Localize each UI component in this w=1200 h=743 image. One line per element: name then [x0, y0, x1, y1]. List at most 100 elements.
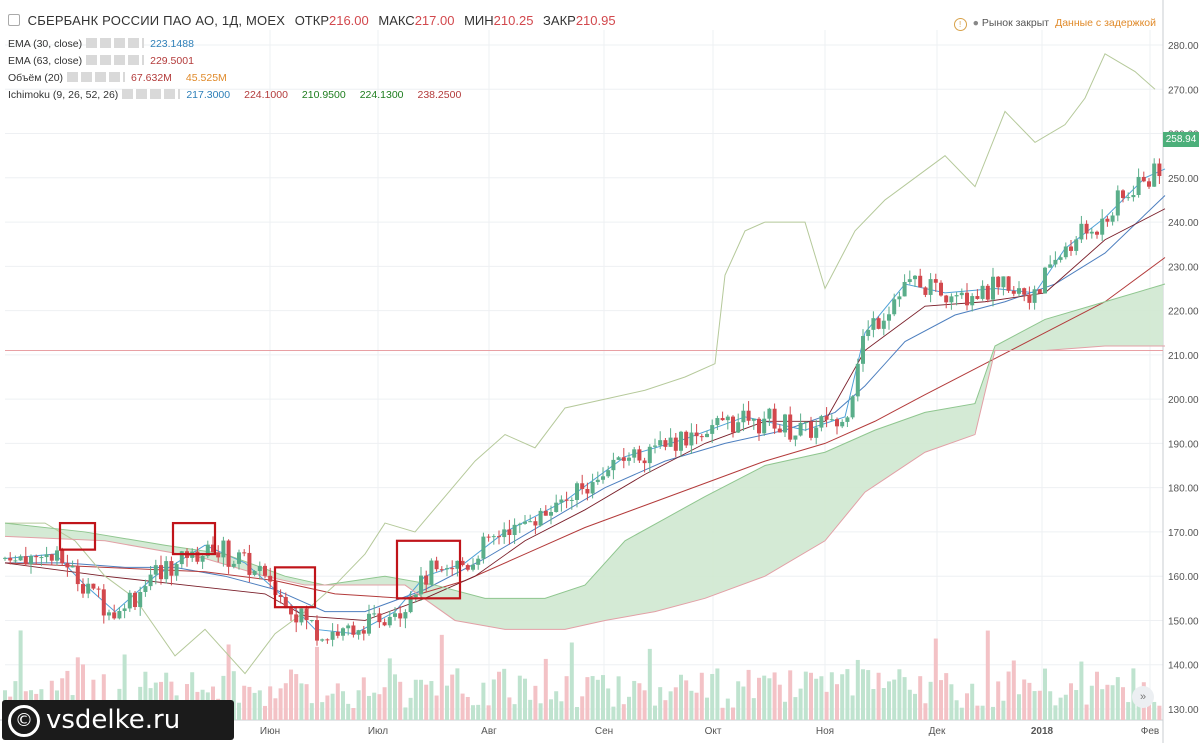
- candle-body: [70, 566, 75, 568]
- cloud-segment: [1025, 328, 1028, 351]
- candle-body: [923, 287, 928, 295]
- cloud-segment: [1007, 338, 1010, 351]
- cloud-segment: [491, 598, 494, 628]
- symbol-title[interactable]: СБЕРБАНК РОССИИ ПАО АО, 1Д, MOEX: [27, 13, 286, 28]
- volume-bar: [694, 692, 699, 720]
- indicator-ema30[interactable]: EMA (30, close) 223.1488: [8, 38, 208, 50]
- volume-bar: [590, 676, 595, 720]
- candle-body: [871, 318, 876, 330]
- indicator-controls[interactable]: [67, 72, 126, 82]
- candle-body: [101, 589, 106, 616]
- candle-body: [335, 631, 340, 636]
- volume-bar: [75, 657, 80, 720]
- candle-body: [382, 622, 387, 626]
- cloud-segment: [566, 590, 569, 630]
- candle-body: [439, 569, 444, 571]
- candle-body: [3, 557, 7, 559]
- cloud-segment: [761, 466, 764, 578]
- candle-body: [502, 529, 507, 538]
- y-tick-label: 220.00: [1168, 307, 1199, 318]
- candle-body: [377, 613, 382, 623]
- close-label: ЗАКР: [543, 13, 576, 28]
- cloud-segment: [650, 525, 653, 613]
- pattern-marker: [395, 539, 462, 600]
- volume-bar: [315, 646, 319, 720]
- x-tick-label: Июн: [260, 726, 280, 737]
- indicator-value: 210.9500: [301, 89, 346, 101]
- cloud-segment: [488, 598, 491, 627]
- candle-body: [299, 608, 304, 623]
- volume-bar: [289, 669, 293, 720]
- volume-bar: [710, 673, 715, 720]
- candle-body: [231, 563, 236, 567]
- cloud-segment: [122, 538, 125, 545]
- cloud-segment: [485, 598, 488, 627]
- candle-body: [289, 608, 293, 615]
- indicator-controls[interactable]: [86, 55, 145, 65]
- indicator-ema63[interactable]: EMA (63, close) 229.5001: [8, 55, 208, 67]
- open-value: 216.00: [328, 13, 369, 28]
- volume-bar: [866, 670, 871, 720]
- candle-body: [559, 499, 564, 503]
- volume-bar: [762, 675, 767, 720]
- indicator-volume[interactable]: Объём (20) 67.632M 45.525M: [8, 72, 237, 84]
- candle-body: [517, 523, 522, 525]
- cloud-segment: [1160, 284, 1163, 347]
- cloud-segment: [353, 580, 356, 586]
- chart-header: СБЕРБАНК РОССИИ ПАО АО, 1Д, MOEX ОТКР216…: [8, 13, 616, 28]
- cloud-segment: [935, 410, 938, 449]
- candle-body: [195, 551, 200, 562]
- cloud-segment: [542, 598, 545, 630]
- volume-bar: [523, 678, 527, 720]
- candle-body: [304, 608, 309, 621]
- cloud-segment: [905, 418, 908, 466]
- cloud-segment: [500, 598, 503, 629]
- cloud-segment: [1022, 330, 1025, 351]
- volume-bar: [18, 630, 23, 720]
- volume-bar: [1048, 691, 1053, 720]
- cloud-segment: [167, 545, 170, 553]
- alert-icon[interactable]: !: [953, 18, 967, 31]
- tenkan-line: [4, 168, 1166, 635]
- candle-body: [450, 568, 455, 570]
- cloud-segment: [971, 403, 974, 436]
- cloud-segment: [467, 593, 470, 624]
- cloud-segment: [8, 523, 11, 537]
- indicator-controls[interactable]: [122, 89, 181, 99]
- scroll-to-end-button[interactable]: »: [1132, 686, 1154, 708]
- candle-body: [658, 440, 663, 446]
- x-axis[interactable]: Июн Июл Авг Сен Окт Ноя Дек 2018 Фев: [260, 726, 1159, 737]
- candle-body: [49, 554, 54, 561]
- candle-body: [159, 565, 163, 580]
- cloud-segment: [866, 432, 869, 492]
- cloud-segment: [617, 546, 620, 619]
- indicator-controls[interactable]: [86, 38, 145, 48]
- volume-bar: [502, 668, 507, 720]
- data-delay[interactable]: Данные с задержкой: [1055, 17, 1156, 29]
- volume-bar: [611, 706, 616, 720]
- volume-bar: [850, 695, 855, 720]
- collapse-icon[interactable]: [8, 14, 20, 26]
- indicator-ichimoku[interactable]: Ichimoku (9, 26, 52, 26) 217.3000 224.1000…: [8, 89, 475, 101]
- cloud-segment: [818, 453, 821, 545]
- candle-body: [221, 540, 226, 558]
- candle-body: [595, 479, 600, 483]
- cloud-segment: [347, 581, 350, 586]
- candles: [3, 158, 1162, 647]
- cloud-segment: [545, 597, 548, 630]
- volume-bar: [824, 691, 829, 720]
- candle-body: [471, 564, 475, 570]
- volume-bar: [996, 681, 1001, 720]
- cloud-segment: [497, 598, 500, 629]
- cloud-segment: [509, 598, 512, 630]
- candle-body: [601, 476, 605, 480]
- candle-body: [393, 613, 397, 617]
- cloud-segment: [770, 463, 773, 574]
- candle-body: [226, 540, 231, 567]
- candle-body: [575, 483, 579, 500]
- cloud-segment: [842, 443, 845, 521]
- cloud-segment: [899, 420, 902, 470]
- cloud-segment: [14, 524, 17, 537]
- cloud-segment: [1001, 341, 1004, 351]
